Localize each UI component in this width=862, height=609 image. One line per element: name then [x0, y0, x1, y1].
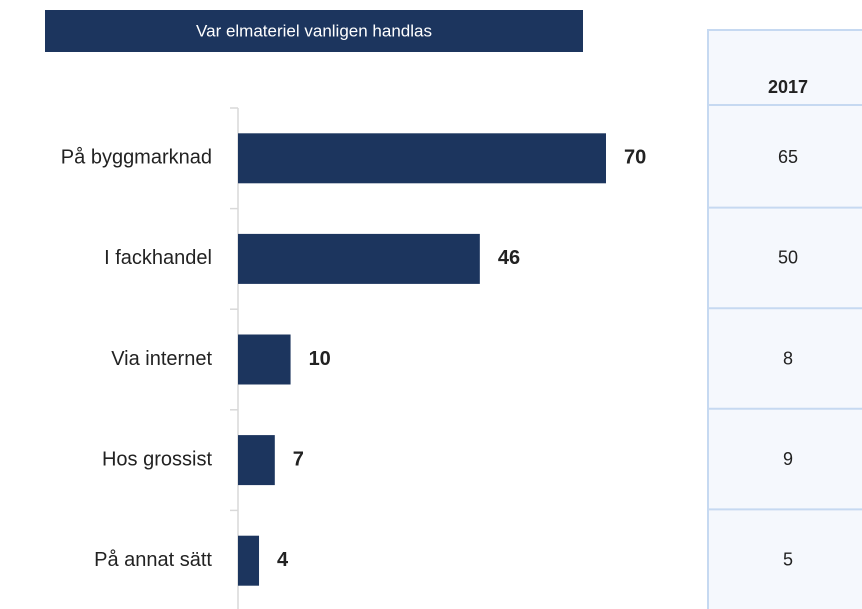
bar [238, 334, 291, 385]
value-label: 4 [277, 549, 289, 571]
table-header: 2017 [768, 77, 808, 97]
table-cell: 8 [783, 348, 793, 368]
bar [238, 435, 275, 486]
bar [238, 535, 260, 586]
chart-title: Var elmateriel vanligen handlas [196, 21, 432, 40]
value-label: 7 [293, 448, 304, 470]
table-background [707, 29, 862, 609]
table-cell: 50 [778, 248, 798, 268]
value-label: 70 [624, 147, 646, 169]
category-label: På annat sätt [94, 549, 212, 571]
value-label: 10 [309, 348, 331, 370]
table-cell: 65 [778, 147, 798, 167]
table-cell: 5 [783, 549, 793, 569]
category-label: Via internet [111, 348, 212, 370]
table-cell: 9 [783, 449, 793, 469]
category-label: På byggmarknad [61, 147, 212, 169]
bar [238, 133, 606, 184]
title-box [45, 10, 583, 52]
category-label: Hos grossist [102, 448, 212, 470]
category-label: I fackhandel [104, 247, 212, 269]
value-label: 46 [498, 247, 520, 269]
bar [238, 233, 480, 284]
